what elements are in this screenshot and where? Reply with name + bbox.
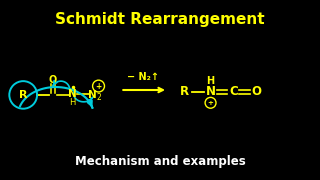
Text: H: H — [69, 98, 76, 107]
Text: H: H — [206, 76, 215, 86]
Text: N: N — [205, 86, 216, 98]
Text: R: R — [180, 86, 189, 98]
Text: Schmidt Rearrangement: Schmidt Rearrangement — [55, 12, 265, 27]
Text: − N₂↑: − N₂↑ — [127, 72, 159, 82]
Text: N: N — [88, 90, 97, 100]
Text: C: C — [229, 86, 238, 98]
Text: +: + — [208, 100, 213, 106]
Text: Mechanism and examples: Mechanism and examples — [75, 155, 245, 168]
Text: +: + — [95, 82, 102, 91]
Text: 2: 2 — [96, 93, 101, 102]
Text: O: O — [49, 75, 57, 85]
Text: O: O — [251, 86, 261, 98]
Text: R: R — [19, 90, 28, 100]
Text: N: N — [68, 89, 77, 99]
